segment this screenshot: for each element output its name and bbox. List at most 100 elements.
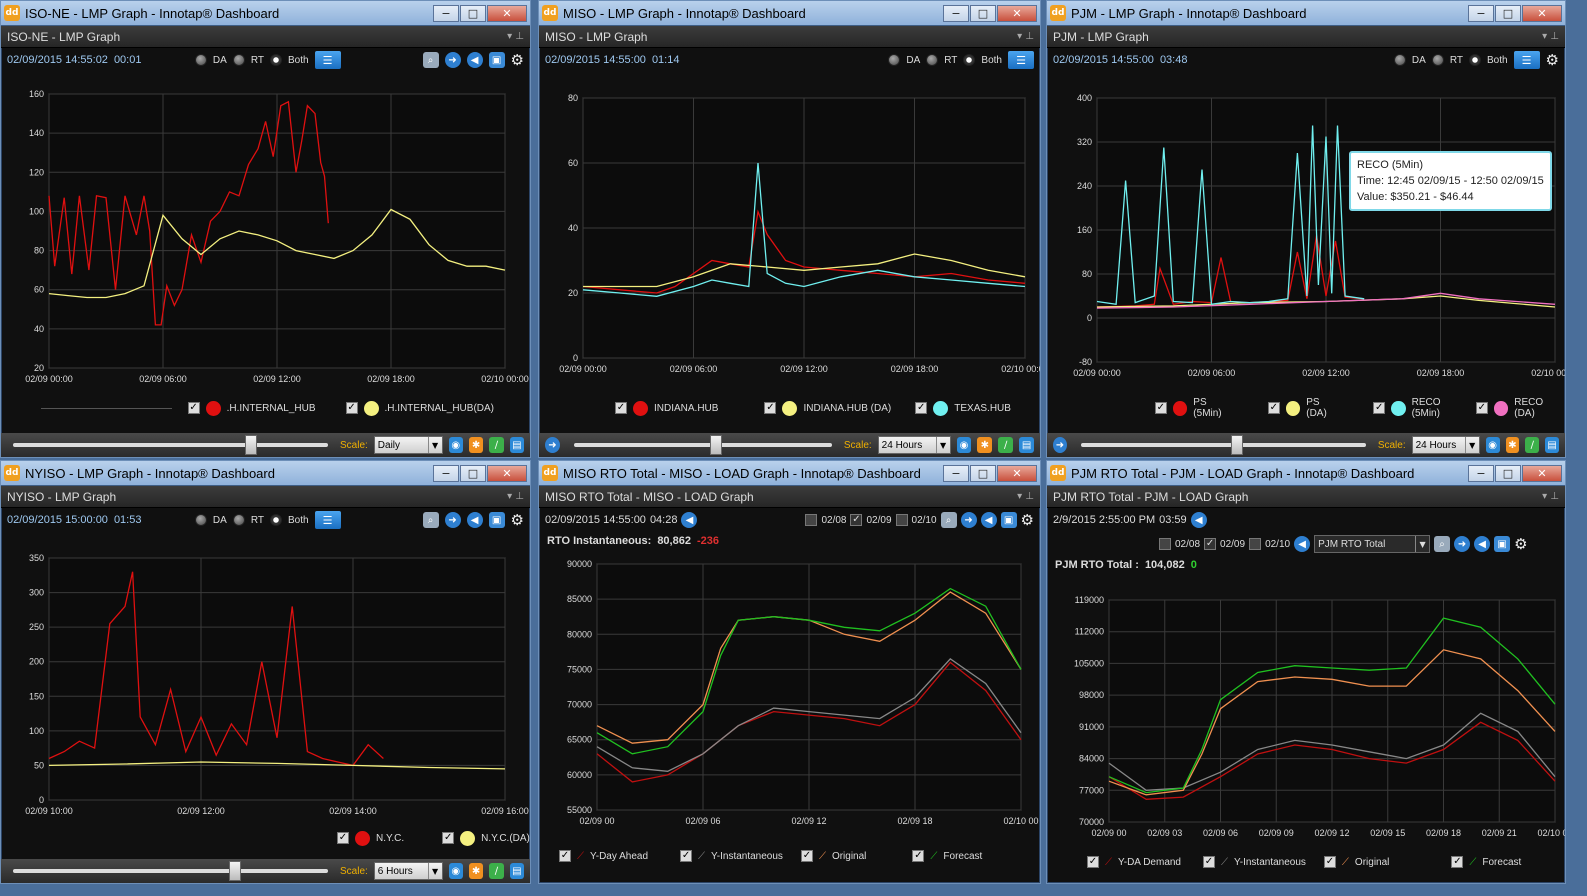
settings-icon[interactable]: ✱ [1505, 437, 1520, 453]
minimize-button[interactable]: − [1468, 4, 1494, 22]
misoload-titlebar[interactable]: dd MISO RTO Total - MISO - LOAD Graph - … [539, 461, 1040, 486]
legend-checkbox[interactable]: ✓ [337, 832, 349, 844]
misoload-chart[interactable]: 55000 60000 65000 70000 75000 80000 85000 90000… [539, 550, 1040, 840]
zoom-icon[interactable]: ⌕ [1434, 536, 1451, 552]
minimize-button[interactable]: − [1468, 464, 1494, 482]
legend-checkbox[interactable]: ✓ [615, 402, 627, 414]
slider-thumb[interactable] [1230, 435, 1243, 455]
nyiso-titlebar[interactable]: dd NYISO - LMP Graph - Innotap® Dashboar… [1, 461, 530, 486]
arrow-icon[interactable]: ➜ [444, 512, 461, 528]
minimize-button[interactable]: − [433, 4, 459, 22]
radio-rt[interactable] [1431, 54, 1444, 66]
slider-thumb[interactable] [245, 435, 257, 455]
maximize-button[interactable]: □ [970, 4, 996, 22]
pjm-titlebar[interactable]: dd PJM - LMP Graph - Innotap® Dashboard … [1047, 1, 1565, 26]
radio-da[interactable] [194, 54, 207, 66]
maximize-button[interactable]: □ [1495, 4, 1521, 22]
image-icon[interactable]: ▣ [488, 512, 505, 528]
list-icon[interactable]: ☰ [1513, 51, 1540, 69]
view-icon[interactable]: ◉ [956, 437, 972, 453]
radio-both[interactable] [963, 54, 976, 66]
time-slider[interactable] [573, 435, 832, 455]
gear-icon[interactable]: ⚙ [1020, 511, 1034, 529]
day-checkbox[interactable]: ✓ [805, 514, 818, 526]
isone-titlebar[interactable]: dd ISO-NE - LMP Graph - Innotap® Dashboa… [1, 1, 530, 26]
settings-icon[interactable]: ✱ [977, 437, 993, 453]
legend-checkbox[interactable]: ✓ [800, 850, 813, 862]
settings-icon[interactable]: ✱ [468, 863, 484, 879]
scale-select[interactable]: 24 Hours ▼ [877, 436, 951, 454]
minimize-button[interactable]: − [943, 464, 969, 482]
image-icon[interactable]: ▣ [488, 52, 505, 68]
zoom-icon[interactable]: ⌕ [422, 512, 439, 528]
legend-checkbox[interactable]: ✓ [915, 402, 928, 414]
pin-icon[interactable]: ▾ ⊥ [1542, 31, 1559, 42]
scale-select[interactable]: Daily ▼ [373, 436, 443, 454]
close-button[interactable]: ✕ [1522, 4, 1562, 22]
list-icon[interactable]: ☰ [314, 51, 341, 69]
radio-da[interactable] [888, 54, 901, 66]
gear-icon[interactable]: ⚙ [1545, 51, 1559, 69]
day-checkbox[interactable]: ✓ [895, 514, 908, 526]
pjm-chart[interactable]: -80 0 80 160 240 320 400 02/09 00:00 02/09 06:00… [1047, 72, 1579, 392]
pin-icon[interactable]: ▾ ⊥ [1017, 31, 1034, 42]
miso-chart[interactable]: 0 20 40 60 80 02/09 00:00 02/09 06:00 02/09 12:… [539, 72, 1049, 392]
legend-checkbox[interactable]: ✓ [1475, 402, 1488, 414]
pin-icon[interactable]: ▾ ⊥ [507, 491, 524, 502]
legend-checkbox[interactable]: ✓ [1267, 402, 1280, 414]
close-button[interactable]: ✕ [487, 4, 527, 22]
day-checkbox[interactable]: ✓ [850, 514, 863, 526]
edit-icon[interactable]: ∕ [998, 437, 1014, 453]
window-icon[interactable]: ▤ [509, 437, 524, 453]
legend-checkbox[interactable]: ✓ [912, 850, 925, 862]
time-slider[interactable] [13, 861, 328, 881]
radio-both[interactable] [269, 54, 282, 66]
day-checkbox[interactable]: ✓ [1204, 538, 1217, 550]
pjmload-titlebar[interactable]: dd PJM RTO Total - PJM - LOAD Graph - In… [1047, 461, 1565, 486]
edit-icon[interactable]: ∕ [489, 863, 504, 879]
radio-rt[interactable] [232, 514, 245, 526]
legend-checkbox[interactable]: ✓ [1087, 856, 1099, 868]
legend-checkbox[interactable]: ✓ [345, 402, 358, 414]
nyiso-chart[interactable]: 0 50 100 150 200 250 300 350 02/09 10:00 02/09 12… [1, 532, 530, 822]
time-slider[interactable] [13, 435, 328, 455]
close-button[interactable]: ✕ [997, 4, 1037, 22]
sound-icon[interactable]: ◀ [681, 512, 698, 528]
view-icon[interactable]: ◉ [448, 863, 463, 879]
scale-select[interactable]: 24 Hours ▼ [1411, 436, 1480, 454]
gear-icon[interactable]: ⚙ [510, 511, 524, 529]
isone-chart[interactable]: 20 40 60 80 100 120 140 160 02/09 00:00 02/09 06:… [1, 72, 530, 392]
arrow-icon[interactable]: ➜ [1454, 536, 1471, 552]
maximize-button[interactable]: □ [460, 4, 486, 22]
legend-checkbox[interactable]: ✓ [1323, 856, 1336, 868]
legend-checkbox[interactable]: ✓ [187, 402, 200, 414]
image-icon[interactable]: ▣ [1000, 512, 1017, 528]
zone-select[interactable]: PJM RTO Total ▼ [1314, 535, 1431, 553]
close-button[interactable]: ✕ [487, 464, 527, 482]
close-button[interactable]: ✕ [1522, 464, 1562, 482]
window-icon[interactable]: ▤ [1545, 437, 1560, 453]
day-checkbox[interactable]: ✓ [1159, 538, 1171, 550]
list-icon[interactable]: ☰ [1008, 51, 1034, 69]
pjmload-chart[interactable]: 70000 77000 84000 91000 98000 105000 112000 119… [1047, 574, 1573, 846]
sound-icon[interactable]: ◀ [1190, 512, 1207, 528]
legend-checkbox[interactable]: ✓ [764, 402, 777, 414]
image-icon[interactable]: ▣ [1494, 536, 1511, 552]
radio-both[interactable] [269, 514, 282, 526]
sound-icon[interactable]: ◀ [980, 512, 997, 528]
legend-checkbox[interactable]: ✓ [1373, 402, 1386, 414]
radio-da[interactable] [194, 514, 207, 526]
minimize-button[interactable]: − [433, 464, 459, 482]
gear-icon[interactable]: ⚙ [1514, 535, 1528, 553]
settings-icon[interactable]: ✱ [468, 437, 484, 453]
arrow-icon[interactable]: ➜ [960, 512, 977, 528]
scale-select[interactable]: 6 Hours ▼ [373, 862, 443, 880]
window-icon[interactable]: ▤ [1019, 437, 1035, 453]
edit-icon[interactable]: ∕ [1525, 437, 1540, 453]
pin-icon[interactable]: ▾ ⊥ [507, 31, 524, 42]
sound-icon[interactable]: ◀ [1294, 536, 1311, 552]
pin-icon[interactable]: ▾ ⊥ [1542, 491, 1559, 502]
legend-checkbox[interactable]: ✓ [1155, 402, 1167, 414]
slider-thumb[interactable] [709, 435, 722, 455]
sound-icon[interactable]: ◀ [1474, 536, 1491, 552]
